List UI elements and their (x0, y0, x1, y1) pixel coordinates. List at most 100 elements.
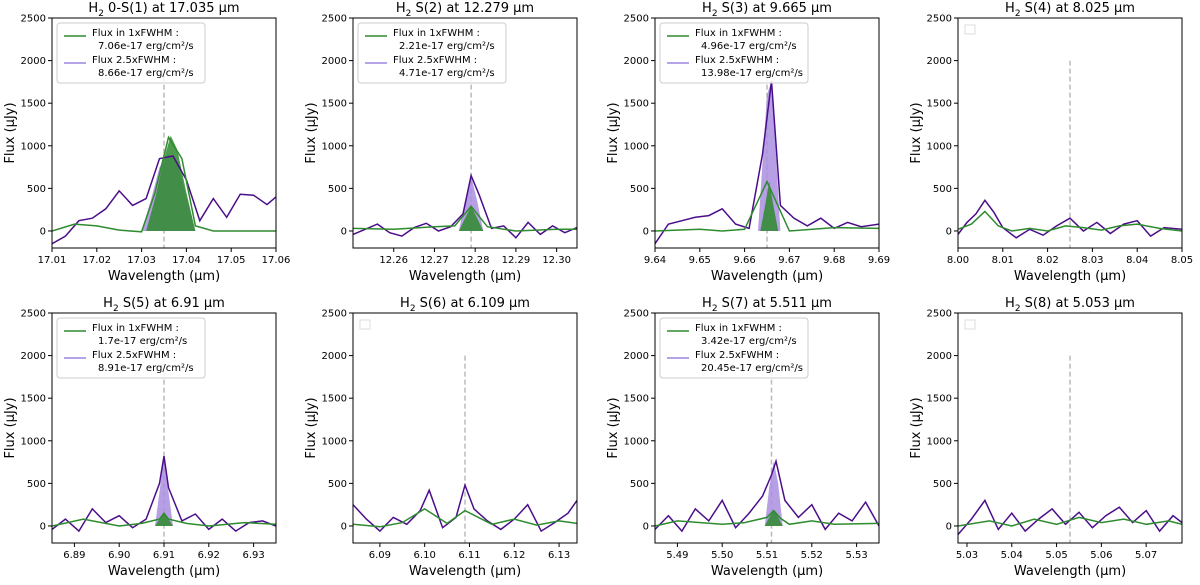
y-tick-label: 500 (630, 184, 649, 195)
x-tick-label: 12.30 (542, 255, 571, 266)
fill-2p5-fwhm (155, 456, 173, 526)
y-axis-label: Flux (μJy) (606, 102, 621, 163)
x-tick-label: 6.12 (503, 550, 525, 561)
y-tick-label: 1500 (927, 394, 952, 405)
x-tick-label: 17.06 (262, 255, 291, 266)
legend-value-1-fwhm: 3.42e-17 erg/cm²/s (701, 336, 797, 347)
legend-box (56, 317, 206, 379)
y-tick-label: 0 (946, 226, 952, 237)
legend-box (659, 317, 809, 379)
y-tick-label: 2000 (624, 351, 649, 362)
y-tick-label: 500 (630, 479, 649, 490)
legend-box (56, 22, 206, 84)
x-tick-label: 6.90 (108, 550, 130, 561)
x-tick-label: 6.10 (414, 550, 436, 561)
y-tick-label: 2500 (322, 309, 347, 320)
x-tick-label: 8.01 (992, 255, 1014, 266)
x-tick-label: 6.89 (63, 550, 85, 561)
x-tick-label: 5.07 (1135, 550, 1157, 561)
y-tick-label: 2000 (927, 351, 952, 362)
x-tick-label: 17.05 (217, 255, 246, 266)
x-axis-label: Wavelength (μm) (1014, 269, 1126, 284)
y-tick-label: 2000 (21, 351, 46, 362)
x-axis-label: Wavelength (μm) (1014, 564, 1126, 579)
x-tick-label: 9.67 (778, 255, 800, 266)
y-axis-label: Flux (μJy) (3, 102, 18, 163)
chart-title: H2 S(5) at 6.91 μm (103, 296, 225, 314)
chart-panel-5: H2 S(5) at 6.91 μm 0 500 1000 1500 2000 2500 6.… (3, 296, 277, 579)
legend: Flux in 1xFWHM : 4.96e-17 erg/cm²/s Flux 2… (659, 22, 809, 84)
y-tick-label: 2500 (21, 309, 46, 320)
y-tick-label: 2000 (927, 56, 952, 67)
chart-title: H2 S(7) at 5.511 μm (702, 296, 832, 314)
legend-value-2p5-fwhm: 20.45e-17 erg/cm²/s (701, 363, 803, 374)
y-tick-label: 1500 (322, 99, 347, 110)
series-line-2p5-fwhm (52, 455, 276, 533)
y-tick-label: 0 (341, 226, 347, 237)
fill-2p5-fwhm (764, 461, 783, 526)
x-tick-label: 9.68 (823, 255, 845, 266)
y-axis-label: Flux (μJy) (909, 397, 924, 458)
plot-area (655, 355, 879, 543)
x-axis-label: Wavelength (μm) (711, 564, 823, 579)
y-axis-label: Flux (μJy) (304, 397, 319, 458)
y-tick-label: 1500 (21, 394, 46, 405)
x-tick-label: 12.27 (420, 255, 449, 266)
series-line-1-fwhm (52, 511, 276, 527)
legend-label-2p5-fwhm: Flux 2.5xFWHM : (92, 55, 176, 66)
y-tick-label: 2500 (322, 14, 347, 25)
x-tick-label: 12.29 (502, 255, 531, 266)
series-line-1-fwhm (52, 135, 276, 233)
x-tick-label: 5.03 (956, 550, 978, 561)
legend-box (357, 22, 507, 84)
y-tick-label: 500 (328, 479, 347, 490)
chart-panel-3: H2 S(3) at 9.665 μm 0 500 1000 1500 2000 2500 9… (606, 1, 890, 284)
axes-frame (352, 17, 578, 249)
plot-area (52, 355, 276, 543)
fill-2p5-fwhm (458, 175, 484, 231)
series-line-2p5-fwhm (958, 498, 1182, 535)
y-axis-label: Flux (μJy) (3, 397, 18, 458)
plot-area (353, 355, 577, 543)
chart-title: H2 S(8) at 5.053 μm (1005, 296, 1135, 314)
x-axis-label: Wavelength (μm) (409, 564, 521, 579)
legend-box (659, 22, 809, 84)
y-tick-label: 1000 (21, 141, 46, 152)
x-tick-label: 5.51 (756, 550, 778, 561)
plot-area (958, 355, 1182, 543)
legend-value-2p5-fwhm: 8.91e-17 erg/cm²/s (98, 363, 194, 374)
y-tick-label: 1500 (624, 394, 649, 405)
axes-frame (957, 312, 1183, 544)
legend-value-2p5-fwhm: 4.71e-17 erg/cm²/s (399, 68, 495, 79)
series-line-1-fwhm (353, 205, 577, 232)
x-tick-label: 9.66 (733, 255, 755, 266)
series-line-1-fwhm (353, 508, 577, 528)
x-tick-label: 12.28 (461, 255, 490, 266)
y-tick-label: 1500 (624, 99, 649, 110)
axes-frame (352, 312, 578, 544)
legend-label-2p5-fwhm: Flux 2.5xFWHM : (695, 55, 779, 66)
x-axis-label: Wavelength (μm) (108, 564, 220, 579)
legend: Flux in 1xFWHM : 7.06e-17 erg/cm²/s Flux 2… (56, 22, 206, 84)
x-tick-label: 5.53 (845, 550, 867, 561)
x-tick-label: 8.03 (1081, 255, 1103, 266)
chart-title: H2 0-S(1) at 17.035 μm (88, 1, 239, 19)
chart-title: H2 S(2) at 12.279 μm (396, 1, 534, 19)
y-tick-label: 1000 (322, 141, 347, 152)
x-tick-label: 9.65 (689, 255, 711, 266)
legend-value-1-fwhm: 4.96e-17 erg/cm²/s (701, 41, 797, 52)
legend-label-1-fwhm: Flux in 1xFWHM : (695, 28, 782, 39)
empty-legend-box (359, 319, 371, 330)
series-line-2p5-fwhm (958, 198, 1182, 239)
y-axis-label: Flux (μJy) (606, 397, 621, 458)
y-tick-label: 1000 (21, 436, 46, 447)
y-tick-label: 2500 (624, 309, 649, 320)
series-line-2p5-fwhm (353, 173, 577, 239)
y-tick-label: 2500 (927, 14, 952, 25)
y-tick-label: 2500 (927, 309, 952, 320)
y-tick-label: 2000 (322, 351, 347, 362)
legend (359, 319, 371, 330)
y-axis-label: Flux (μJy) (304, 102, 319, 163)
y-tick-label: 0 (643, 521, 649, 532)
